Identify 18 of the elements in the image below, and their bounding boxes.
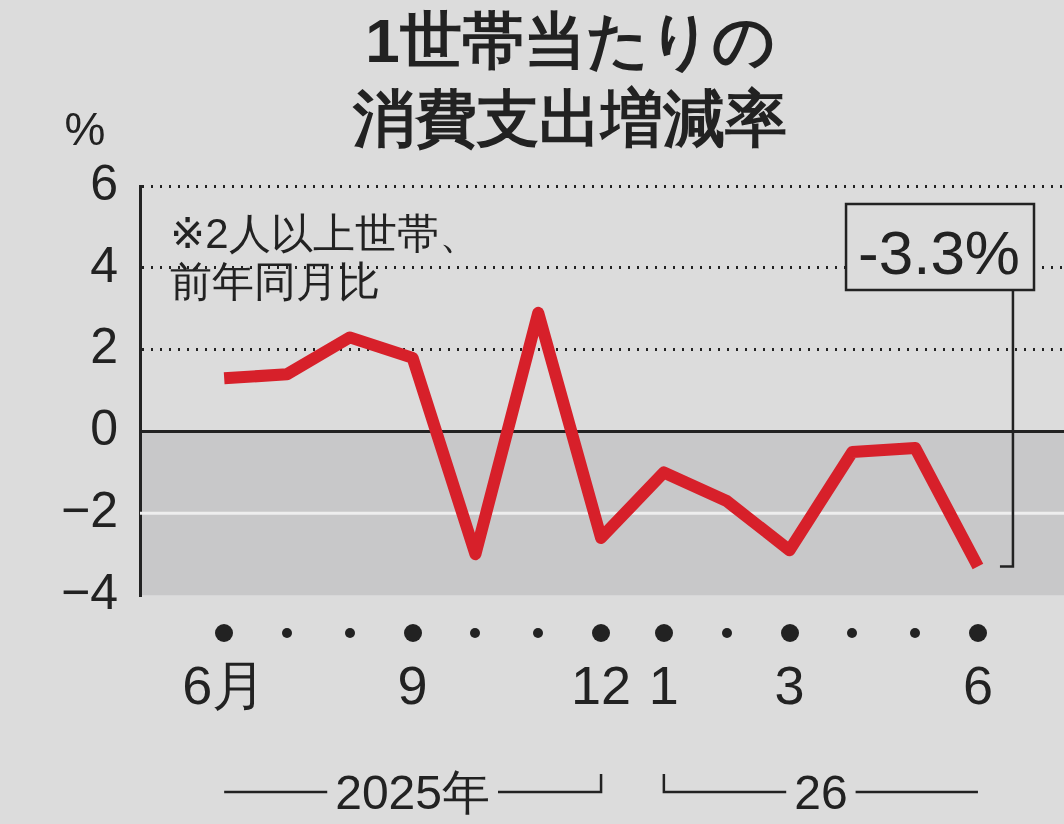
text: 2025年 — [335, 766, 491, 819]
y-axis-title: % — [64, 103, 106, 155]
y-tick-label: 4 — [90, 236, 118, 293]
y-tick-label: 2 — [90, 318, 118, 375]
x-tick-label: 9 — [397, 655, 428, 716]
y-tick-label: 0 — [90, 400, 118, 457]
x-tick-label: 3 — [774, 655, 805, 716]
y-tick-label: −2 — [60, 482, 118, 539]
x-tick-label: 12 — [571, 655, 632, 716]
x-tick-label: 1 — [648, 655, 679, 716]
x-tick-label: 6月 — [182, 655, 267, 716]
annotation: -3.3% — [858, 218, 1021, 287]
chart-title: 1世帯当たりの消費支出増減率 — [352, 6, 787, 153]
y-tick-label: −4 — [60, 563, 118, 620]
x-tick-label: 6 — [962, 655, 993, 716]
y-tick-label: 6 — [90, 154, 118, 211]
annotation: ※2人以上世帯、前年同月比 — [170, 210, 481, 305]
text: 26 — [794, 766, 848, 819]
